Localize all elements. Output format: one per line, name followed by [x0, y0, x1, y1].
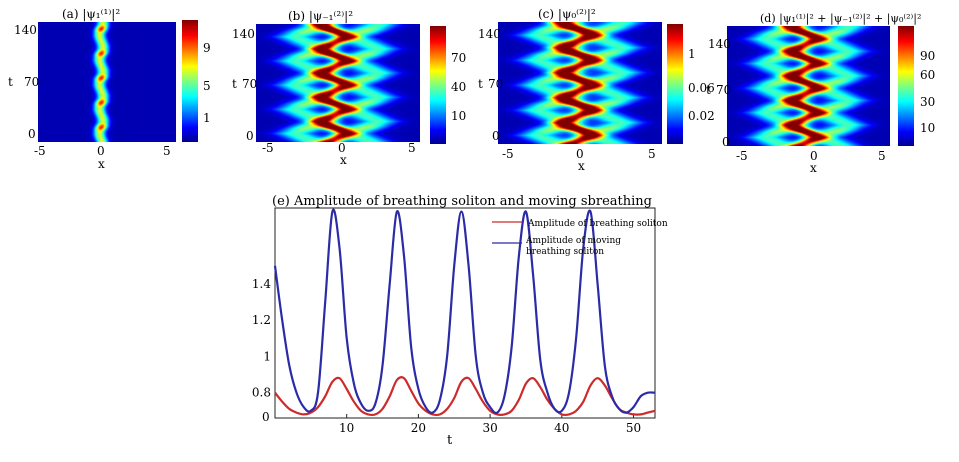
legend-label: Amplitude of breathing soliton — [527, 219, 668, 229]
series-lines — [273, 208, 656, 417]
series-line — [274, 376, 656, 417]
y-tick: 70 — [716, 83, 731, 97]
x-tick: -5 — [502, 147, 514, 161]
x-tick: -5 — [736, 149, 748, 163]
y-tick: 0.8 — [252, 386, 271, 400]
y-axis-label: t — [706, 83, 711, 97]
heatmap-panel-c: (c) |ψ₀⁽²⁾|² 1 0.06 0.02 140 70 0 t -5 0… — [478, 7, 715, 173]
y-tick: 140 — [478, 27, 501, 41]
x-tick: 40 — [554, 421, 569, 435]
y-tick: 0 — [722, 135, 730, 149]
y-tick: 1 — [263, 349, 271, 363]
y-tick: 70 — [24, 75, 39, 89]
y-tick: 0 — [492, 129, 500, 143]
x-axis-label: x — [578, 159, 585, 173]
x-axis-label: x — [340, 153, 347, 167]
chart-title: (e) Amplitude of breathing soliton and m… — [272, 194, 652, 209]
legend-label: Amplitude of moving breathing soliton — [526, 236, 621, 257]
panel-title: (a) |ψ₁⁽¹⁾|² — [62, 7, 120, 21]
x-tick: 5 — [878, 149, 886, 163]
x-tick: 0 — [810, 149, 818, 163]
x-tick: 50 — [626, 421, 641, 435]
colorbar — [667, 24, 683, 144]
x-tick: 0 — [576, 147, 584, 161]
heatmap-panel-b: (b) |ψ₋₁⁽²⁾|² 70 40 10 140 70 0 t -5 0 5… — [232, 9, 466, 167]
x-tick: 20 — [411, 421, 426, 435]
x-tick: 0 — [338, 141, 346, 155]
heatmap-panel-a: (a) |ψ₁⁽¹⁾|² 9 5 1 140 70 0 t -5 0 5 x — [8, 7, 211, 171]
x-tick: 5 — [163, 144, 171, 158]
y-axis-label: t — [478, 77, 483, 91]
series-line — [273, 208, 656, 415]
y-tick: 0 — [246, 129, 254, 143]
x-tick: -5 — [262, 141, 274, 155]
y-tick: 1.2 — [252, 313, 271, 327]
x-tick: 10 — [339, 421, 354, 435]
legend: Amplitude of breathing soliton Amplitude… — [492, 219, 668, 257]
colorbar-tick: 90 — [920, 49, 935, 63]
legend-label-box: Amplitude of moving breathing soliton — [526, 236, 621, 257]
x-tick: 5 — [408, 141, 416, 155]
colorbar-tick: 30 — [920, 95, 935, 109]
colorbar-tick: 0.02 — [688, 109, 715, 123]
panel-title: (c) |ψ₀⁽²⁾|² — [538, 7, 596, 21]
colorbar-tick: 0.06 — [688, 81, 715, 95]
heatmap-image — [38, 22, 176, 142]
y-tick: 140 — [14, 23, 37, 37]
y-tick: 0 — [28, 127, 36, 141]
colorbar-tick: 1 — [203, 111, 211, 125]
y-tick: 70 — [488, 77, 503, 91]
colorbar-tick: 1 — [688, 47, 696, 61]
y-tick: 140 — [232, 27, 255, 41]
colorbar-tick: 70 — [451, 51, 466, 65]
colorbar-tick: 60 — [920, 68, 935, 82]
plot-frame — [274, 207, 656, 419]
y-axis-label: t — [8, 75, 13, 89]
x-tick: -5 — [34, 144, 46, 158]
colorbar-tick: 10 — [920, 121, 935, 135]
heatmap-panel-d: (d) |ψ₁⁽¹⁾|² + |ψ₋₁⁽²⁾|² + |ψ₀⁽²⁾|² 90 6… — [706, 12, 935, 175]
y-tick: 70 — [242, 77, 257, 91]
colorbar-tick: 10 — [451, 109, 466, 123]
x-axis-label: x — [810, 161, 817, 175]
x-tick: 5 — [648, 147, 656, 161]
x-tick: 0 — [97, 144, 105, 158]
colorbar — [182, 20, 198, 142]
y-axis-label: t — [232, 77, 237, 91]
colorbar — [898, 26, 914, 146]
x-axis-label: x — [98, 157, 105, 171]
line-chart-panel-e: (e) Amplitude of breathing soliton and m… — [252, 194, 668, 448]
y-tick: 140 — [708, 37, 731, 51]
y-tick: 1.4 — [252, 277, 271, 291]
y-ticks: 0.8 1 1.2 1.4 — [252, 277, 271, 400]
colorbar-tick: 5 — [203, 79, 211, 93]
heatmap-image — [727, 26, 890, 146]
colorbar-tick: 40 — [451, 80, 466, 94]
heatmap-image — [256, 24, 420, 142]
colorbar — [430, 26, 446, 144]
x-ticks: 10 20 30 40 50 — [339, 414, 641, 435]
x-tick: 30 — [482, 421, 497, 435]
colorbar-tick: 9 — [203, 41, 211, 55]
panel-title: (d) |ψ₁⁽¹⁾|² + |ψ₋₁⁽²⁾|² + |ψ₀⁽²⁾|² — [760, 12, 921, 26]
heatmap-image — [498, 22, 662, 144]
panel-title: (b) |ψ₋₁⁽²⁾|² — [288, 9, 353, 23]
x-axis-label: t — [447, 433, 453, 448]
y-tick: 0 — [262, 410, 270, 424]
